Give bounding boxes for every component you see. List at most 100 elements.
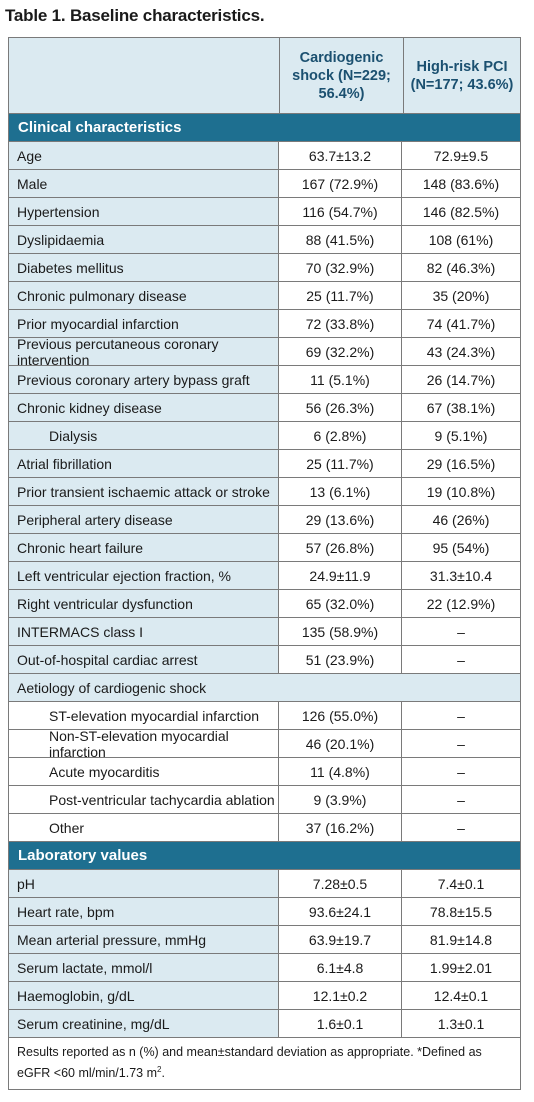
table-footnote: Results reported as n (%) and mean±stand… — [9, 1038, 520, 1090]
table-row: Haemoglobin, g/dL 12.1±0.2 12.4±0.1 — [9, 982, 520, 1010]
row-label: Chronic pulmonary disease — [9, 282, 279, 309]
row-label: Diabetes mellitus — [9, 254, 279, 281]
high-risk-pci-value: 12.4±0.1 — [433, 987, 489, 1004]
row-label: Dyslipidaemia — [9, 226, 279, 253]
table-row: Age 63.7±13.2 72.9±9.5 — [9, 142, 520, 170]
cardiogenic-shock-value: 7.28±0.5 — [279, 870, 402, 897]
row-label: Chronic kidney disease — [9, 394, 279, 421]
row-label: Serum creatinine, mg/dL — [9, 1010, 279, 1037]
cardiogenic-shock-value: 9 (3.9%) — [279, 786, 402, 813]
high-risk-pci-value: 26 (14.7%) — [426, 371, 496, 388]
high-risk-pci-value: 7.4±0.1 — [437, 875, 485, 892]
lab-rows: pH 7.28±0.5 7.4±0.1 Heart rate, bpm 93.6±24.… — [9, 870, 520, 1038]
row-label: Acute myocarditis — [9, 758, 279, 785]
table-row: Dialysis 6 (2.8%) 9 (5.1%) — [9, 422, 520, 450]
high-risk-pci-value: 146 (82.5%) — [422, 203, 500, 220]
header-cardiogenic-shock: Cardiogenic shock (N=229; 56.4%) — [280, 38, 404, 113]
table-row: Peripheral artery disease 29 (13.6%) 46 (2… — [9, 506, 520, 534]
cardiogenic-shock-value: 13 (6.1%) — [279, 478, 402, 505]
high-risk-pci-value: 78.8±15.5 — [429, 903, 493, 920]
table-row: Mean arterial pressure, mmHg 63.9±19.7 81.… — [9, 926, 520, 954]
cardiogenic-shock-value: 1.6±0.1 — [279, 1010, 402, 1037]
row-label: Other — [9, 814, 279, 841]
cardiogenic-shock-value: 126 (55.0%) — [279, 702, 402, 729]
high-risk-pci-value: 22 (12.9%) — [426, 595, 496, 612]
table-row: Other 37 (16.2%) – — [9, 814, 520, 842]
row-label: Hypertension — [9, 198, 279, 225]
table-row: Post-ventricular tachycardia ablation 9 (… — [9, 786, 520, 814]
row-label: Haemoglobin, g/dL — [9, 982, 279, 1009]
cardiogenic-shock-value: 88 (41.5%) — [279, 226, 402, 253]
row-label: INTERMACS class I — [9, 618, 279, 645]
cardiogenic-shock-value: 63.9±19.7 — [279, 926, 402, 953]
header-blank-cell — [9, 38, 280, 113]
row-label: Prior transient ischaemic attack or stro… — [9, 478, 279, 505]
footnote-superscript: 2 — [156, 1065, 162, 1074]
table-row: Chronic kidney disease 56 (26.3%) 67 (38.1… — [9, 394, 520, 422]
high-risk-pci-value: 148 (83.6%) — [422, 175, 500, 192]
table-row: Non-ST-elevation myocardial infarction 46… — [9, 728, 520, 760]
row-label: ST-elevation myocardial infarction — [9, 702, 279, 729]
cardiogenic-shock-value: 56 (26.3%) — [279, 394, 402, 421]
table-row: Prior transient ischaemic attack or stro… — [9, 478, 520, 506]
footnote-text: Results reported as n (%) and mean±stand… — [17, 1045, 482, 1081]
baseline-table: Cardiogenic shock (N=229; 56.4%) High-ri… — [8, 37, 521, 1091]
cardiogenic-shock-value: 93.6±24.1 — [279, 898, 402, 925]
table-row: Previous percutaneous coronary intervent… — [9, 336, 520, 368]
aetiology-rows: ST-elevation myocardial infarction 126 (5… — [9, 702, 520, 842]
cardiogenic-shock-value: 37 (16.2%) — [279, 814, 402, 841]
high-risk-pci-value: 1.99±2.01 — [429, 959, 493, 976]
cardiogenic-shock-value: 63.7±13.2 — [279, 142, 402, 169]
high-risk-pci-value: 67 (38.1%) — [426, 399, 496, 416]
high-risk-pci-value: – — [457, 735, 465, 752]
table-row: Dyslipidaemia 88 (41.5%) 108 (61%) — [9, 226, 520, 254]
table-row: Serum lactate, mmol/l 6.1±4.8 1.99±2.01 — [9, 954, 520, 982]
high-risk-pci-value: 29 (16.5%) — [426, 455, 496, 472]
table-row: Serum creatinine, mg/dL 1.6±0.1 1.3±0.1 — [9, 1010, 520, 1038]
row-label: Mean arterial pressure, mmHg — [9, 926, 279, 953]
high-risk-pci-value: 35 (20%) — [432, 287, 490, 304]
section-lab: Laboratory values — [9, 842, 520, 870]
row-label: Chronic heart failure — [9, 534, 279, 561]
header-high-risk-pci: High-risk PCI (N=177; 43.6%) — [410, 58, 514, 93]
aetiology-heading: Aetiology of cardiogenic shock — [9, 674, 520, 701]
high-risk-pci-value: 108 (61%) — [428, 231, 494, 248]
row-label: pH — [9, 870, 279, 897]
row-label: Non-ST-elevation myocardial infarction — [9, 728, 279, 760]
cardiogenic-shock-value: 6 (2.8%) — [279, 422, 402, 449]
section-clinical: Clinical characteristics — [9, 114, 520, 142]
cardiogenic-shock-value: 25 (11.7%) — [279, 282, 402, 309]
clinical-rows: Age 63.7±13.2 72.9±9.5 Male 167 (72.9%) 148 (… — [9, 142, 520, 674]
high-risk-pci-value: 1.3±0.1 — [437, 1015, 485, 1032]
cardiogenic-shock-value: 69 (32.2%) — [279, 338, 402, 365]
table-row: Prior myocardial infarction 72 (33.8%) 74 … — [9, 310, 520, 338]
high-risk-pci-value: – — [457, 819, 465, 836]
high-risk-pci-value: 43 (24.3%) — [426, 343, 496, 360]
cardiogenic-shock-value: 11 (4.8%) — [279, 758, 402, 785]
row-label: Heart rate, bpm — [9, 898, 279, 925]
row-label: Serum lactate, mmol/l — [9, 954, 279, 981]
table-header: Cardiogenic shock (N=229; 56.4%) High-ri… — [9, 38, 520, 114]
high-risk-pci-value: 31.3±10.4 — [429, 567, 493, 584]
cardiogenic-shock-value: 25 (11.7%) — [279, 450, 402, 477]
cardiogenic-shock-value: 65 (32.0%) — [279, 590, 402, 617]
row-label: Dialysis — [9, 422, 279, 449]
table-row: Chronic heart failure 57 (26.8%) 95 (54%) — [9, 534, 520, 562]
high-risk-pci-value: 95 (54%) — [432, 539, 490, 556]
cardiogenic-shock-value: 46 (20.1%) — [279, 730, 402, 757]
row-label: Previous percutaneous coronary intervent… — [9, 336, 279, 368]
high-risk-pci-value: 82 (46.3%) — [426, 259, 496, 276]
table-row: pH 7.28±0.5 7.4±0.1 — [9, 870, 520, 898]
cardiogenic-shock-value: 12.1±0.2 — [279, 982, 402, 1009]
cardiogenic-shock-value: 116 (54.7%) — [279, 198, 402, 225]
high-risk-pci-value: 46 (26%) — [432, 511, 490, 528]
table-row: Heart rate, bpm 93.6±24.1 78.8±15.5 — [9, 898, 520, 926]
table-row: Atrial fibrillation 25 (11.7%) 29 (16.5%) — [9, 450, 520, 478]
row-label: Left ventricular ejection fraction, % — [9, 562, 279, 589]
table-row: Male 167 (72.9%) 148 (83.6%) — [9, 170, 520, 198]
aetiology-heading-row: Aetiology of cardiogenic shock — [9, 674, 520, 702]
cardiogenic-shock-value: 135 (58.9%) — [279, 618, 402, 645]
cardiogenic-shock-value: 167 (72.9%) — [279, 170, 402, 197]
row-label: Previous coronary artery bypass graft — [9, 366, 279, 393]
high-risk-pci-value: – — [457, 651, 465, 668]
